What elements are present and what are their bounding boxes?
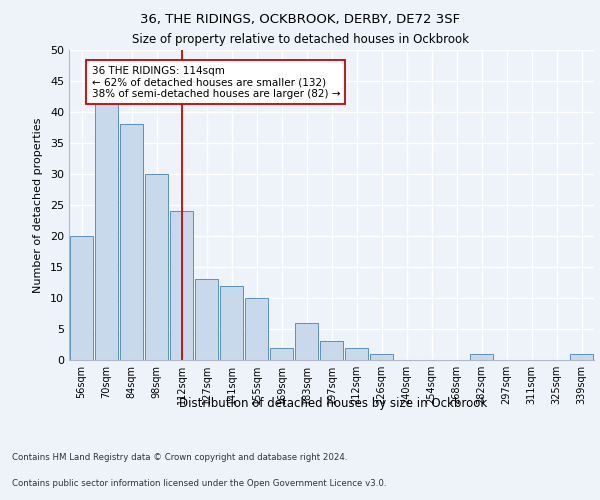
Bar — [245, 298, 268, 360]
Bar — [570, 354, 593, 360]
Bar — [470, 354, 493, 360]
Bar — [270, 348, 293, 360]
Text: Contains public sector information licensed under the Open Government Licence v3: Contains public sector information licen… — [12, 478, 386, 488]
Text: Size of property relative to detached houses in Ockbrook: Size of property relative to detached ho… — [131, 32, 469, 46]
Text: Distribution of detached houses by size in Ockbrook: Distribution of detached houses by size … — [179, 398, 487, 410]
Bar — [145, 174, 168, 360]
Y-axis label: Number of detached properties: Number of detached properties — [33, 118, 43, 292]
Bar — [170, 211, 193, 360]
Bar — [320, 342, 343, 360]
Bar — [220, 286, 243, 360]
Bar — [70, 236, 93, 360]
Bar — [370, 354, 393, 360]
Text: 36 THE RIDINGS: 114sqm
← 62% of detached houses are smaller (132)
38% of semi-de: 36 THE RIDINGS: 114sqm ← 62% of detached… — [91, 66, 340, 98]
Bar — [120, 124, 143, 360]
Bar — [345, 348, 368, 360]
Bar — [95, 100, 118, 360]
Text: Contains HM Land Registry data © Crown copyright and database right 2024.: Contains HM Land Registry data © Crown c… — [12, 454, 347, 462]
Bar — [295, 323, 318, 360]
Bar — [195, 280, 218, 360]
Text: 36, THE RIDINGS, OCKBROOK, DERBY, DE72 3SF: 36, THE RIDINGS, OCKBROOK, DERBY, DE72 3… — [140, 12, 460, 26]
